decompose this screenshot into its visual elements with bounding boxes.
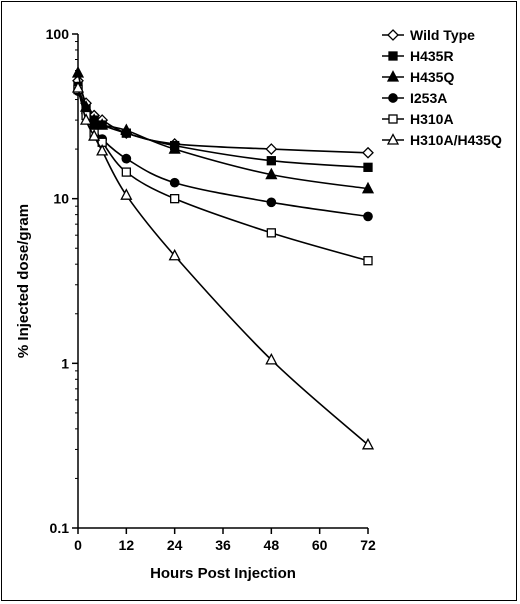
series-wild-type bbox=[72, 74, 374, 159]
data-point bbox=[266, 156, 276, 166]
legend-marker bbox=[388, 114, 398, 124]
data-point bbox=[363, 162, 373, 172]
series-h310a bbox=[73, 84, 373, 266]
legend-label: H435R bbox=[410, 48, 454, 64]
data-point bbox=[71, 66, 85, 78]
data-point bbox=[169, 177, 180, 188]
series-line bbox=[77, 87, 369, 446]
x-tick-label: 72 bbox=[360, 537, 376, 553]
x-tick-label: 0 bbox=[74, 537, 82, 553]
y-tick-label: 10 bbox=[53, 191, 69, 207]
data-point bbox=[88, 129, 101, 141]
legend-label: H310A/H435Q bbox=[410, 132, 502, 148]
legend-item: H435R bbox=[382, 48, 454, 64]
series-line bbox=[77, 80, 369, 154]
data-point bbox=[168, 248, 181, 261]
data-point bbox=[170, 194, 180, 204]
legend-marker bbox=[386, 70, 400, 82]
data-point bbox=[121, 153, 132, 164]
x-tick-label: 24 bbox=[167, 537, 183, 553]
data-point bbox=[96, 144, 109, 156]
legend-marker bbox=[388, 93, 398, 103]
data-point bbox=[96, 118, 109, 130]
y-tick-label: 1 bbox=[61, 355, 69, 371]
data-point bbox=[168, 142, 181, 154]
legend-label: I253A bbox=[410, 90, 447, 106]
legend-marker bbox=[386, 133, 400, 145]
legend-item: H310A bbox=[382, 111, 454, 127]
data-point bbox=[79, 113, 93, 125]
data-point bbox=[71, 81, 85, 93]
x-tick-label: 48 bbox=[264, 537, 280, 553]
data-point bbox=[362, 146, 374, 159]
y-tick-label: 100 bbox=[46, 26, 70, 42]
x-axis-title: Hours Post Injection bbox=[150, 565, 296, 582]
series-line bbox=[77, 89, 369, 262]
legend: Wild Type H435R H435Q I253A H310A H310A/H435Q bbox=[382, 27, 502, 148]
data-point bbox=[266, 228, 276, 238]
data-point bbox=[361, 437, 375, 450]
legend-label: H310A bbox=[410, 111, 454, 127]
data-point bbox=[363, 211, 373, 222]
legend-label: Wild Type bbox=[410, 27, 475, 43]
data-point bbox=[265, 143, 278, 156]
data-point bbox=[363, 256, 373, 266]
y-tick-label: 0.1 bbox=[50, 520, 70, 536]
x-tick-label: 12 bbox=[119, 537, 135, 553]
data-point bbox=[120, 188, 133, 200]
x-tick-label: 36 bbox=[215, 537, 231, 553]
data-point bbox=[121, 167, 131, 177]
series-layer bbox=[71, 66, 375, 450]
series-h435r bbox=[73, 81, 373, 172]
legend-marker bbox=[388, 51, 398, 61]
x-tick-label: 60 bbox=[312, 537, 328, 553]
data-point bbox=[265, 352, 278, 365]
data-point bbox=[361, 181, 375, 194]
legend-item: I253A bbox=[382, 90, 447, 106]
data-point bbox=[265, 167, 278, 180]
legend-item: H310A/H435Q bbox=[382, 132, 502, 148]
axes: 0.1 1 10 100 0 12 24 36 48 60 72 bbox=[46, 26, 376, 553]
data-point bbox=[120, 123, 133, 135]
legend-item: Wild Type bbox=[382, 27, 475, 43]
y-axis-title: % Injected dose/gram bbox=[15, 204, 32, 358]
data-point bbox=[266, 197, 277, 208]
legend-label: H435Q bbox=[410, 69, 454, 85]
legend-marker bbox=[387, 29, 399, 41]
legend-item: H435Q bbox=[382, 69, 454, 85]
series-h310a-h435q bbox=[71, 81, 375, 450]
